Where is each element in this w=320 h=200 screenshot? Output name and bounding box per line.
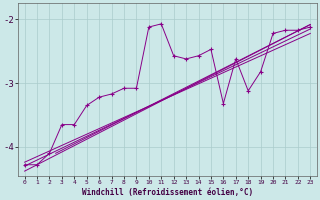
X-axis label: Windchill (Refroidissement éolien,°C): Windchill (Refroidissement éolien,°C)	[82, 188, 253, 197]
